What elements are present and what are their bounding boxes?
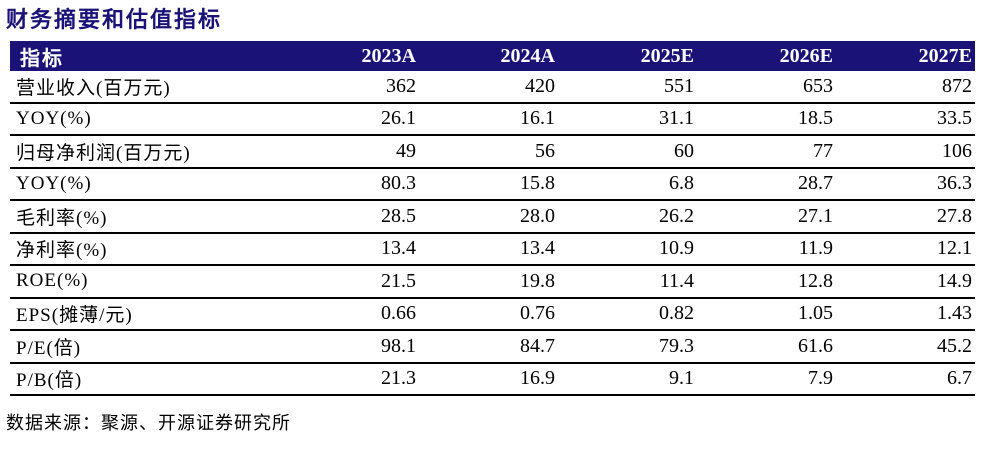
cell-value: 31.1 (558, 102, 697, 136)
cell-value: 10.9 (558, 232, 697, 266)
cell-value: 26.2 (558, 200, 697, 234)
row-label: YOY(%) (10, 102, 280, 136)
page-title: 财务摘要和估值指标 (6, 7, 223, 32)
table-row: P/E(倍) 98.1 84.7 79.3 61.6 45.2 (10, 330, 975, 364)
cell-value: 28.7 (697, 167, 836, 201)
row-label: P/E(倍) (10, 330, 280, 364)
header-cell-year: 2026E (697, 41, 836, 71)
cell-value: 18.5 (697, 102, 836, 136)
financial-summary-table: 指标 2023A 2024A 2025E 2026E 2027E 营业收入(百万元) 362… (10, 41, 975, 396)
cell-value: 80.3 (280, 167, 419, 201)
header-cell-year: 2025E (558, 41, 697, 71)
row-label: YOY(%) (10, 167, 280, 201)
cell-value: 11.9 (697, 232, 836, 266)
cell-value: 45.2 (836, 330, 975, 364)
table-row: 营业收入(百万元) 362 420 551 653 872 (10, 71, 975, 104)
cell-value: 16.9 (419, 362, 558, 396)
cell-value: 13.4 (419, 232, 558, 266)
cell-value: 61.6 (697, 330, 836, 364)
cell-value: 1.43 (836, 297, 975, 331)
cell-value: 6.8 (558, 167, 697, 201)
row-label: 毛利率(%) (10, 200, 280, 234)
cell-value: 21.3 (280, 362, 419, 396)
cell-value: 77 (697, 135, 836, 169)
cell-value: 28.0 (419, 200, 558, 234)
table-row: EPS(摊薄/元) 0.66 0.76 0.82 1.05 1.43 (10, 297, 975, 331)
table-row: 归母净利润(百万元) 49 56 60 77 106 (10, 135, 975, 169)
cell-value: 0.66 (280, 297, 419, 331)
cell-value: 27.8 (836, 200, 975, 234)
cell-value: 60 (558, 135, 697, 169)
table-row: ROE(%) 21.5 19.8 11.4 12.8 14.9 (10, 265, 975, 299)
cell-value: 9.1 (558, 362, 697, 396)
cell-value: 28.5 (280, 200, 419, 234)
cell-value: 36.3 (836, 167, 975, 201)
cell-value: 26.1 (280, 102, 419, 136)
cell-value: 27.1 (697, 200, 836, 234)
row-label: ROE(%) (10, 265, 280, 299)
cell-value: 7.9 (697, 362, 836, 396)
table-row: YOY(%) 26.1 16.1 31.1 18.5 33.5 (10, 102, 975, 136)
row-label: P/B(倍) (10, 362, 280, 396)
cell-value: 13.4 (280, 232, 419, 266)
cell-value: 79.3 (558, 330, 697, 364)
cell-value: 56 (419, 135, 558, 169)
cell-value: 14.9 (836, 265, 975, 299)
cell-value: 0.76 (419, 297, 558, 331)
cell-value: 84.7 (419, 330, 558, 364)
cell-value: 11.4 (558, 265, 697, 299)
header-cell-year: 2023A (280, 41, 419, 71)
table-row: P/B(倍) 21.3 16.9 9.1 7.9 6.7 (10, 362, 975, 396)
header-cell-year: 2024A (419, 41, 558, 71)
header-cell-metric: 指标 (10, 41, 280, 71)
cell-value: 653 (697, 71, 836, 104)
cell-value: 0.82 (558, 297, 697, 331)
cell-value: 15.8 (419, 167, 558, 201)
table-row: 毛利率(%) 28.5 28.0 26.2 27.1 27.8 (10, 200, 975, 234)
cell-value: 49 (280, 135, 419, 169)
cell-value: 16.1 (419, 102, 558, 136)
cell-value: 872 (836, 71, 975, 104)
row-label: 归母净利润(百万元) (10, 135, 280, 169)
cell-value: 6.7 (836, 362, 975, 396)
header-cell-year: 2027E (836, 41, 975, 71)
table-row: 净利率(%) 13.4 13.4 10.9 11.9 12.1 (10, 232, 975, 266)
row-label: EPS(摊薄/元) (10, 297, 280, 331)
cell-value: 19.8 (419, 265, 558, 299)
row-label: 营业收入(百万元) (10, 71, 280, 104)
table-header-row: 指标 2023A 2024A 2025E 2026E 2027E (10, 41, 975, 71)
cell-value: 106 (836, 135, 975, 169)
cell-value: 420 (419, 71, 558, 104)
cell-value: 1.05 (697, 297, 836, 331)
table-row: YOY(%) 80.3 15.8 6.8 28.7 36.3 (10, 167, 975, 201)
cell-value: 551 (558, 71, 697, 104)
cell-value: 12.1 (836, 232, 975, 266)
data-source-note: 数据来源：聚源、开源证券研究所 (6, 413, 291, 433)
cell-value: 98.1 (280, 330, 419, 364)
cell-value: 362 (280, 71, 419, 104)
cell-value: 33.5 (836, 102, 975, 136)
cell-value: 21.5 (280, 265, 419, 299)
report-snippet: 财务摘要和估值指标 指标 2023A 2024A 2025E 2026E 2027E 营业… (6, 7, 975, 433)
row-label: 净利率(%) (10, 232, 280, 266)
cell-value: 12.8 (697, 265, 836, 299)
